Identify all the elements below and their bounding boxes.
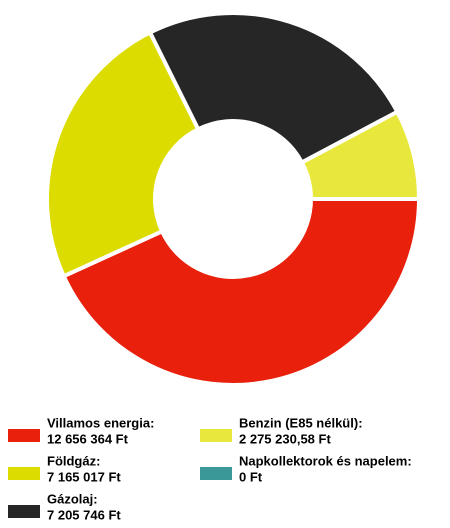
legend-label: Napkollektorok és napelem: bbox=[239, 453, 412, 468]
legend-value: 2 275 230,58 Ft bbox=[239, 431, 331, 446]
legend-swatch bbox=[200, 467, 232, 480]
legend-value: 7 205 746 Ft bbox=[47, 507, 121, 522]
legend-swatch bbox=[8, 467, 40, 480]
donut-slice bbox=[147, 11, 401, 166]
donut-slice bbox=[45, 29, 201, 279]
legend-swatch bbox=[8, 429, 40, 442]
legend-swatch bbox=[200, 429, 232, 442]
legend-label: Gázolaj: bbox=[47, 491, 98, 506]
donut-slice bbox=[299, 109, 422, 201]
legend-value: 0 Ft bbox=[239, 469, 263, 484]
legend-label: Villamos energia: bbox=[47, 415, 154, 430]
legend-swatch bbox=[8, 505, 40, 518]
legend-label: Benzin (E85 nélkül): bbox=[239, 415, 363, 430]
legend-label: Földgáz: bbox=[47, 453, 100, 468]
legend-value: 7 165 017 Ft bbox=[47, 469, 121, 484]
donut-slice bbox=[61, 197, 422, 387]
legend-value: 12 656 364 Ft bbox=[47, 431, 129, 446]
